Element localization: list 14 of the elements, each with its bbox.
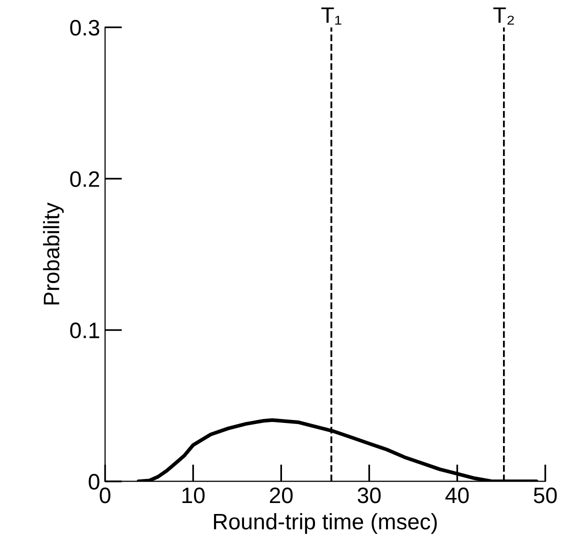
- x-tick-label: 20: [270, 488, 293, 504]
- y-axis-title: Probability: [43, 202, 64, 304]
- y-tick-label: 0.3: [70, 20, 100, 36]
- y-tick-label: 0: [88, 474, 100, 490]
- x-tick-label: 40: [445, 488, 469, 504]
- y-tick-label: 0.2: [70, 171, 100, 187]
- ref-line-label: T₁: [321, 7, 342, 25]
- ref-line-label: T₂: [493, 7, 514, 25]
- x-tick-label: 50: [534, 488, 557, 504]
- x-axis-title: Round-trip time (msec): [214, 513, 437, 534]
- x-tick-label: 10: [182, 488, 205, 504]
- x-tick-label: 30: [358, 488, 381, 504]
- y-tick-label: 0.1: [70, 322, 100, 338]
- x-tick-label: 0: [100, 488, 110, 504]
